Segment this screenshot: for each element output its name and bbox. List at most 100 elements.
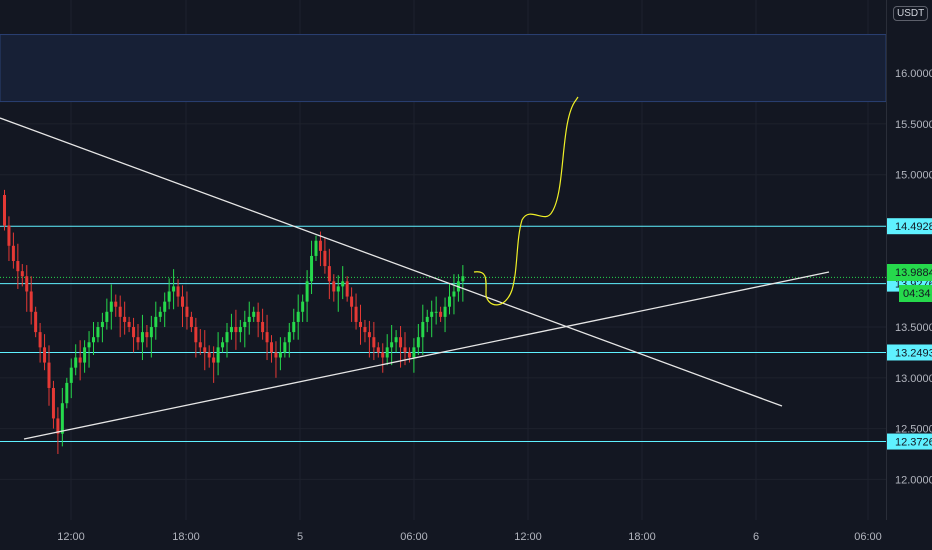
candle-body (51, 387, 55, 419)
candle-body (310, 255, 314, 282)
candle-body (292, 321, 296, 333)
time-tick-label: 12:00 (514, 531, 542, 543)
candle-body (341, 281, 345, 287)
level-price-label: 13.2493 (895, 347, 932, 359)
candle-body (149, 327, 153, 338)
countdown-label: 04:34 (903, 288, 931, 300)
last-price-labels: 13.9884 04:34 (887, 264, 932, 302)
candle-body (65, 382, 69, 404)
candle-body (318, 240, 322, 251)
candle-body (270, 342, 273, 353)
currency-badge[interactable]: USDT (893, 6, 929, 21)
candle-body (278, 352, 282, 358)
candle-body (407, 352, 411, 358)
candle-body (16, 261, 20, 272)
candle-body (203, 347, 207, 353)
price-tick-label: 12.5000 (895, 424, 932, 436)
candle-body (154, 316, 158, 328)
candle-body (114, 301, 118, 307)
candle-body (29, 291, 33, 312)
candle-body (229, 327, 233, 333)
level-price-label: 14.4928 (895, 221, 932, 233)
candle-body (416, 337, 420, 348)
candle-body (376, 347, 380, 353)
time-tick-label: 12:00 (57, 531, 85, 543)
candle-body (439, 311, 443, 317)
candle-body (194, 327, 198, 343)
candle-body (109, 301, 113, 312)
candle-body (158, 311, 162, 317)
candle-body (74, 357, 78, 368)
candle-body (296, 311, 300, 322)
candle-body (434, 311, 438, 313)
candle-body (207, 352, 211, 358)
candle-body (34, 311, 38, 333)
candle-body (256, 311, 260, 322)
candle-body (443, 306, 447, 317)
candle-body (56, 418, 60, 434)
time-axis[interactable]: 12:00 18:00 5 06:00 12:00 18:00 6 06:00 (57, 531, 882, 543)
candle-body (132, 327, 136, 338)
candle-body (412, 347, 416, 358)
candle-body (167, 291, 171, 302)
candle-body (452, 291, 456, 297)
candle-body (390, 342, 394, 348)
price-tick-label: 12.0000 (895, 474, 932, 486)
candle-body (305, 281, 309, 302)
candle-body (118, 306, 122, 317)
candle-body (100, 321, 104, 328)
candles (3, 189, 465, 454)
candle-body (461, 276, 465, 282)
time-tick-label: 6 (753, 531, 759, 543)
candle-body (216, 347, 220, 363)
candle-body (181, 296, 184, 307)
candle-body (225, 332, 229, 343)
candle-body (198, 342, 202, 348)
candle-body (47, 362, 51, 388)
candle-body (140, 332, 144, 343)
candle-body (354, 306, 358, 322)
level-price-label: 12.3726 (895, 437, 932, 449)
candle-body (252, 311, 256, 317)
resistance-zone[interactable] (0, 34, 887, 103)
candle-body (403, 347, 407, 353)
candle-body (136, 337, 140, 343)
candle-body (448, 296, 451, 307)
candle-body (421, 321, 425, 338)
candle-body (274, 352, 278, 358)
candle-body (238, 327, 242, 333)
price-tick-label: 13.0000 (895, 373, 932, 385)
candle-body (247, 316, 251, 322)
candle-body (123, 316, 127, 322)
candle-body (345, 281, 349, 297)
price-tick-label: 16.0000 (895, 68, 932, 80)
candle-body (283, 342, 287, 353)
descending-trendline[interactable] (0, 117, 783, 407)
candle-body (69, 367, 73, 383)
time-tick-label: 18:00 (172, 531, 200, 543)
time-tick-label: 06:00 (854, 531, 882, 543)
candle-body (145, 332, 149, 338)
candle-body (172, 286, 176, 292)
candle-body (327, 266, 331, 282)
candle-body (287, 332, 291, 343)
candle-body (323, 250, 327, 267)
candle-body (336, 286, 340, 292)
price-axis[interactable]: 16.0000 15.5000 15.0000 13.5000 13.0000 12.50… (895, 68, 932, 486)
price-tick-label: 15.0000 (895, 170, 932, 182)
candle-body (367, 332, 371, 338)
candle-body (332, 281, 336, 292)
candle-body (430, 311, 434, 317)
projection-path[interactable] (473, 96, 579, 306)
candle-body (43, 347, 47, 363)
level-label-bg (887, 218, 932, 235)
candle-body (363, 327, 367, 333)
candle-body (60, 403, 64, 434)
candle-body (127, 321, 131, 328)
ascending-trendline[interactable] (23, 271, 830, 440)
candle-body (83, 347, 87, 363)
candle-body (350, 296, 354, 307)
candle-body (381, 352, 385, 358)
candle-body (372, 337, 376, 348)
